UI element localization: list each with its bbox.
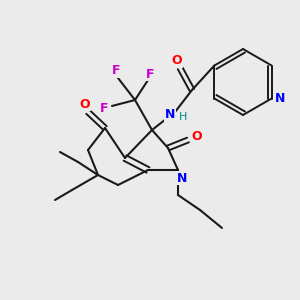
Text: O: O — [80, 98, 90, 110]
Text: O: O — [172, 55, 182, 68]
Text: N: N — [274, 92, 285, 105]
Text: H: H — [179, 112, 187, 122]
Text: F: F — [146, 68, 154, 80]
Text: N: N — [177, 172, 187, 184]
Text: F: F — [112, 64, 120, 77]
Text: N: N — [165, 109, 175, 122]
Text: F: F — [100, 101, 108, 115]
Text: O: O — [192, 130, 202, 143]
